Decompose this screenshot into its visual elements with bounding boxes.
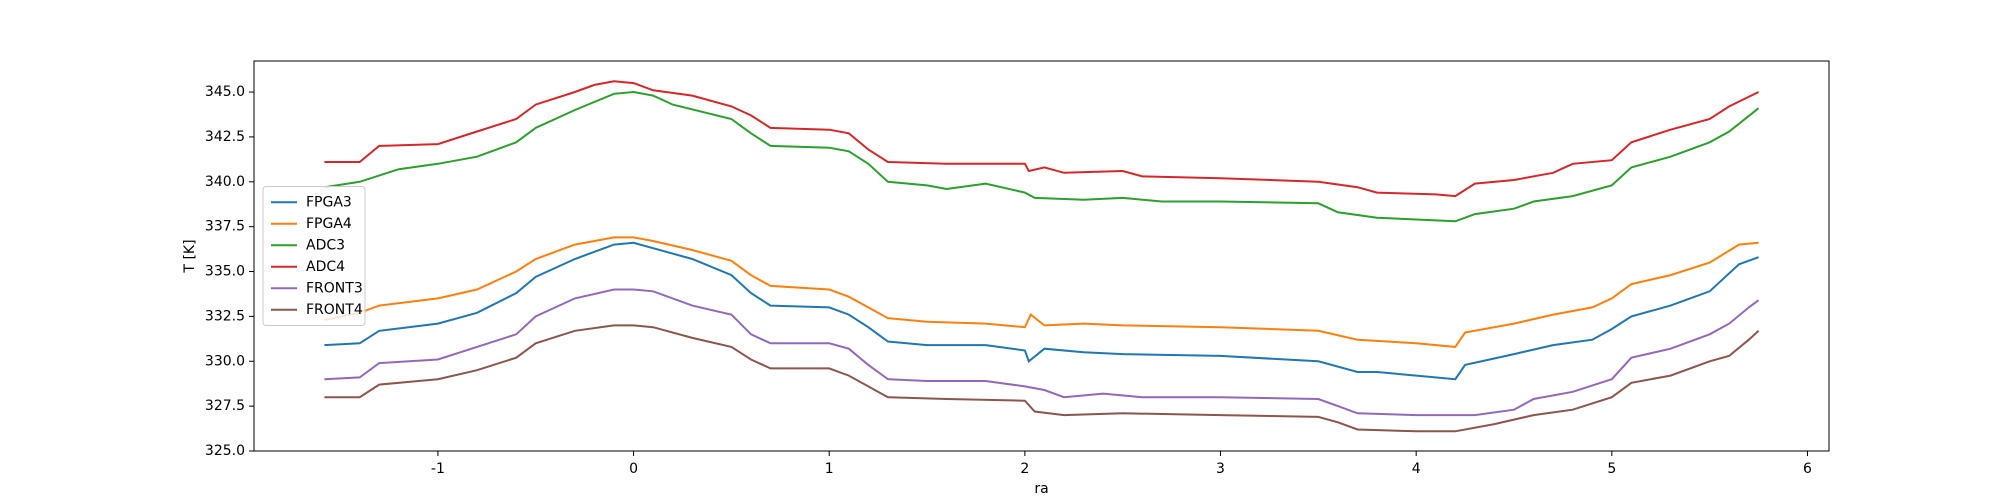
y-tick-label: 345.0 <box>205 84 245 100</box>
y-tick-label: 327.5 <box>205 398 245 414</box>
line-series <box>324 90 1760 223</box>
y-axis-label: T [K] <box>182 239 198 273</box>
x-tick-label: 6 <box>1803 461 1812 477</box>
x-axis-label: ra <box>1034 481 1048 497</box>
line-series <box>324 80 1760 198</box>
x-tick-label: 1 <box>825 461 834 477</box>
y-tick-label: 332.5 <box>205 308 245 324</box>
legend-label: FRONT3 <box>306 280 363 296</box>
line-series <box>324 288 1760 417</box>
legend-label: ADC3 <box>306 237 345 253</box>
y-tick-label: 340.0 <box>205 174 245 190</box>
legend-label: ADC4 <box>306 259 345 275</box>
x-tick-label: 4 <box>1412 461 1421 477</box>
y-tick-label: 325.0 <box>205 443 245 459</box>
y-tick-label: 342.5 <box>205 129 245 145</box>
legend-box <box>262 186 366 326</box>
x-tick-label: 2 <box>1020 461 1029 477</box>
y-tick-label: 335.0 <box>205 264 245 280</box>
line-series <box>324 241 1759 381</box>
x-tick-label: -1 <box>431 461 445 477</box>
line-series <box>324 324 1760 433</box>
legend-label: FPGA3 <box>306 194 352 210</box>
x-tick-label: 0 <box>629 461 638 477</box>
legend-label: FRONT4 <box>306 302 363 318</box>
line-series <box>324 236 1759 348</box>
y-tick-label: 337.5 <box>205 219 245 235</box>
x-tick-label: 5 <box>1607 461 1616 477</box>
plot-frame <box>253 60 1830 452</box>
y-tick-label: 330.0 <box>205 353 245 369</box>
legend-label: FPGA4 <box>306 216 352 232</box>
x-tick-label: 3 <box>1216 461 1225 477</box>
